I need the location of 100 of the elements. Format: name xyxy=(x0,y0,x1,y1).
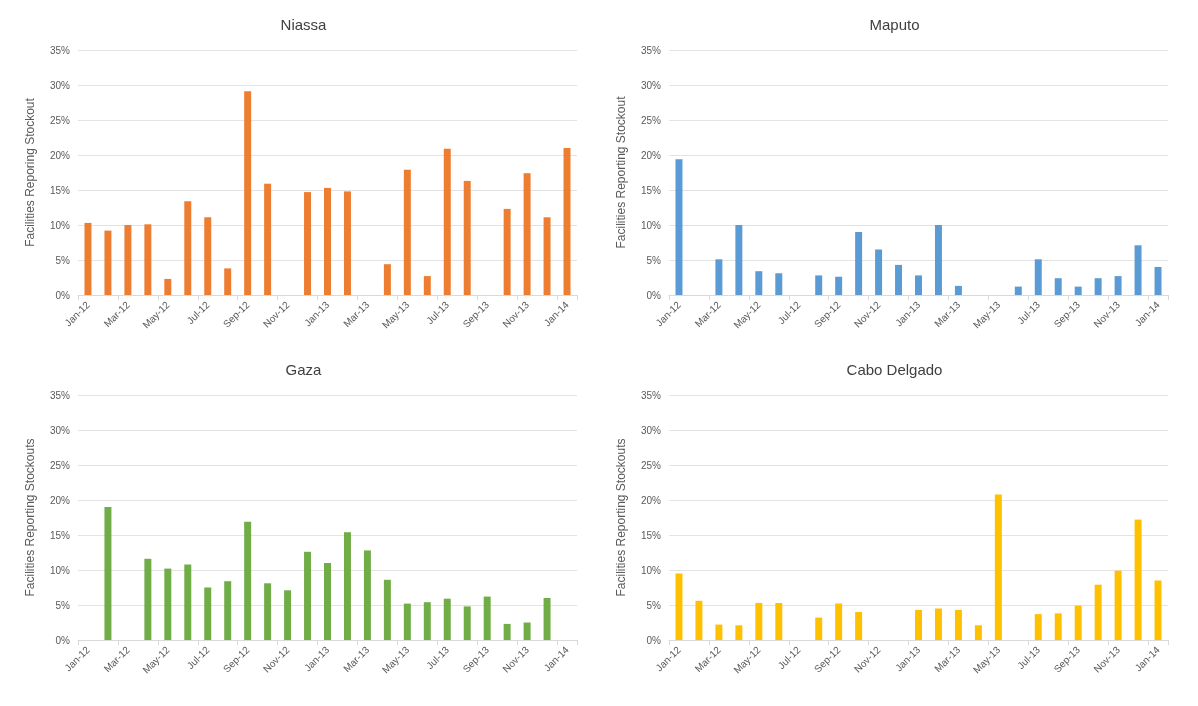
y-tick-label: 0% xyxy=(55,634,71,646)
y-tick-label: 20% xyxy=(49,149,71,161)
bar xyxy=(184,564,192,640)
bar xyxy=(675,159,683,295)
bar xyxy=(164,568,172,640)
bar xyxy=(543,217,551,295)
bar xyxy=(1134,519,1142,640)
bar xyxy=(835,276,843,295)
bar xyxy=(915,275,922,295)
chart-title: Cabo Delgado xyxy=(846,361,943,378)
y-tick-label: 35% xyxy=(49,44,71,56)
bar xyxy=(184,201,192,295)
bar xyxy=(343,532,351,640)
bar xyxy=(1034,614,1042,640)
bar xyxy=(755,271,763,295)
bar xyxy=(1034,259,1042,295)
bar xyxy=(1154,580,1162,640)
chart-title: Gaza xyxy=(285,361,323,378)
y-tick-label: 20% xyxy=(49,494,71,506)
bar xyxy=(144,224,152,295)
y-tick-label: 30% xyxy=(49,424,71,436)
bar xyxy=(775,273,783,295)
y-tick-label: 10% xyxy=(640,219,662,231)
y-tick-label: 5% xyxy=(646,254,662,266)
bar xyxy=(715,259,723,295)
y-axis-title: Facilities Reporing Stockout xyxy=(23,97,37,247)
bar xyxy=(815,617,823,640)
bar xyxy=(264,583,272,640)
bar xyxy=(1014,286,1022,295)
y-tick-label: 0% xyxy=(646,634,662,646)
bar xyxy=(1114,276,1122,295)
y-tick-label: 15% xyxy=(49,184,71,196)
y-axis-title: Facilities Reporting Stockouts xyxy=(23,438,37,597)
bar xyxy=(403,603,411,640)
bar xyxy=(84,222,92,295)
y-tick-label: 10% xyxy=(49,564,71,576)
y-tick-label: 30% xyxy=(640,424,662,436)
bar xyxy=(895,264,903,295)
bar xyxy=(875,249,883,295)
bar xyxy=(204,587,212,640)
bar xyxy=(483,596,491,640)
bar xyxy=(523,622,531,640)
bar xyxy=(695,600,703,640)
y-tick-label: 20% xyxy=(640,494,662,506)
bar xyxy=(443,598,451,640)
bar xyxy=(835,603,843,640)
y-tick-label: 0% xyxy=(55,289,71,301)
bar xyxy=(1094,584,1102,640)
bar xyxy=(304,551,312,640)
y-tick-label: 30% xyxy=(49,79,71,91)
bar xyxy=(423,602,431,640)
bar xyxy=(403,169,411,295)
bar xyxy=(974,625,982,640)
y-tick-label: 10% xyxy=(49,219,71,231)
y-tick-label: 0% xyxy=(646,289,662,301)
bar xyxy=(244,91,252,295)
bar xyxy=(284,590,292,640)
bar xyxy=(735,625,743,640)
y-tick-label: 35% xyxy=(640,389,662,401)
bar xyxy=(543,598,551,640)
y-tick-label: 15% xyxy=(640,184,662,196)
bar xyxy=(104,230,112,295)
bar xyxy=(304,192,312,295)
bar xyxy=(463,606,471,640)
bar xyxy=(1054,278,1062,295)
bar xyxy=(755,602,763,640)
bar xyxy=(204,217,212,295)
y-tick-label: 35% xyxy=(640,44,662,56)
y-tick-label: 5% xyxy=(646,599,662,611)
y-tick-label: 30% xyxy=(640,79,662,91)
y-axis-title: Facilities Reporting Stockouts xyxy=(614,438,628,597)
bar xyxy=(423,276,431,295)
bar xyxy=(1094,278,1102,295)
y-tick-label: 25% xyxy=(49,114,71,126)
chart-title: Maputo xyxy=(869,16,920,33)
bar xyxy=(124,225,132,295)
y-tick-label: 15% xyxy=(640,529,662,541)
y-tick-label: 20% xyxy=(640,149,662,161)
bar xyxy=(954,285,962,295)
bar xyxy=(775,602,783,640)
bar xyxy=(463,180,471,295)
bar xyxy=(104,507,112,640)
y-tick-label: 25% xyxy=(49,459,71,471)
bar xyxy=(915,609,922,640)
bar xyxy=(954,609,962,640)
bar xyxy=(224,268,232,295)
y-tick-label: 15% xyxy=(49,529,71,541)
bar xyxy=(443,148,451,295)
bar xyxy=(503,623,511,640)
bar xyxy=(715,624,723,640)
y-tick-label: 35% xyxy=(49,389,71,401)
y-tick-label: 25% xyxy=(640,114,662,126)
bar xyxy=(563,148,571,295)
bar xyxy=(224,581,232,640)
y-tick-label: 10% xyxy=(640,564,662,576)
bar xyxy=(1154,267,1162,295)
y-tick-label: 5% xyxy=(55,254,71,266)
bar xyxy=(994,494,1002,640)
bar xyxy=(343,191,351,295)
bar xyxy=(244,521,252,640)
